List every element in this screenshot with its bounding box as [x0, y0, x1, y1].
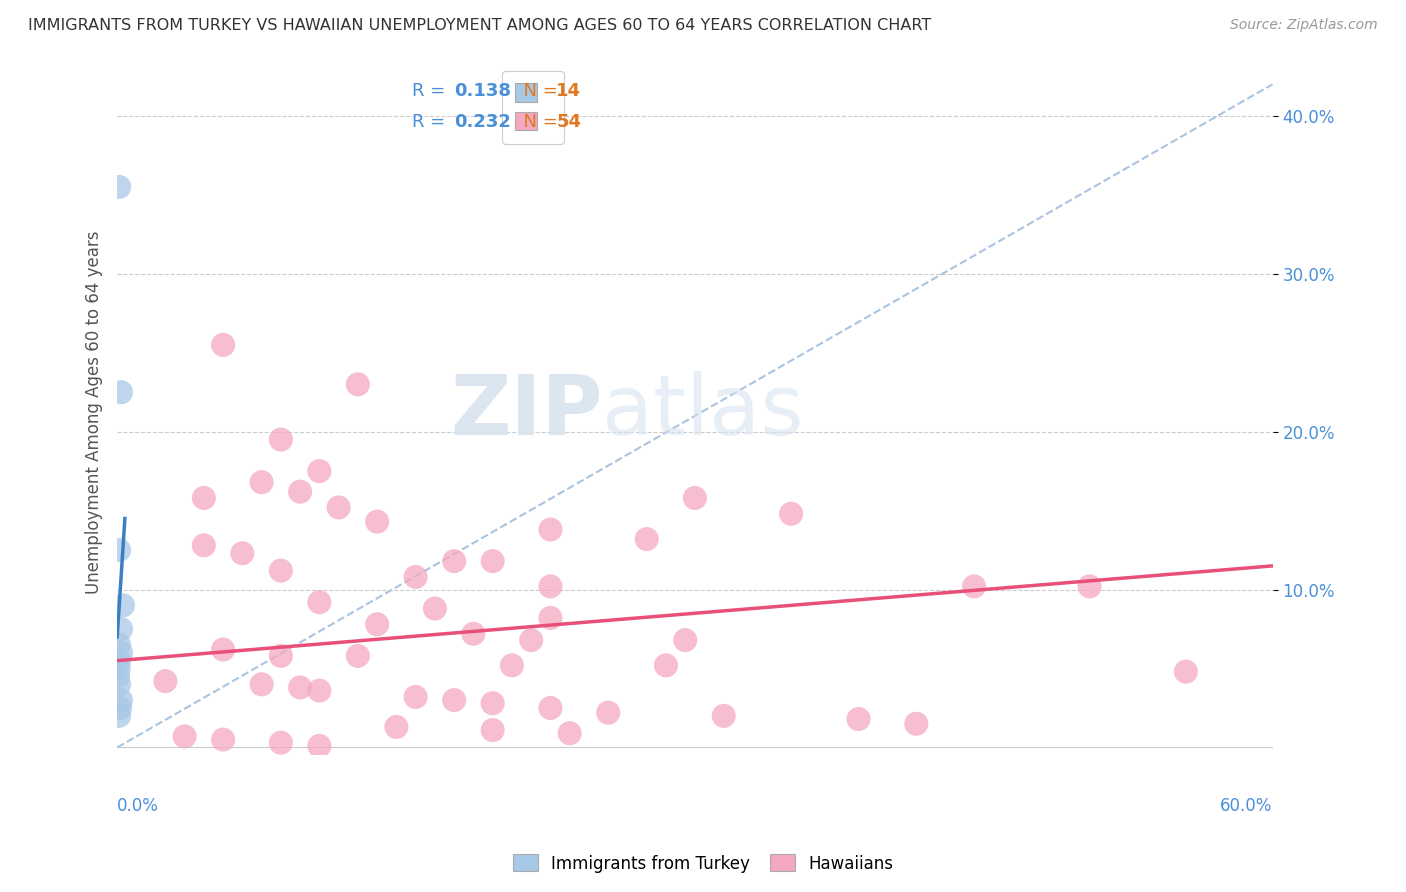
Text: R =: R =: [412, 113, 451, 131]
Point: [443, 554, 465, 568]
Point: [231, 546, 253, 560]
Point: [558, 726, 581, 740]
Point: [173, 730, 195, 744]
Text: 0.0%: 0.0%: [117, 797, 159, 814]
Y-axis label: Unemployment Among Ages 60 to 64 years: Unemployment Among Ages 60 to 64 years: [86, 230, 103, 594]
Text: 60.0%: 60.0%: [1220, 797, 1272, 814]
Point: [250, 475, 273, 490]
Point: [501, 658, 523, 673]
Point: [270, 736, 292, 750]
Point: [155, 674, 177, 689]
Point: [328, 500, 350, 515]
Text: atlas: atlas: [602, 371, 804, 452]
Text: 54: 54: [557, 113, 581, 131]
Point: [905, 716, 928, 731]
Point: [1078, 579, 1101, 593]
Text: Source: ZipAtlas.com: Source: ZipAtlas.com: [1230, 18, 1378, 32]
Point: [110, 646, 132, 660]
Point: [308, 739, 330, 753]
Point: [270, 648, 292, 663]
Point: [107, 661, 129, 675]
Text: 14: 14: [557, 82, 581, 100]
Point: [538, 701, 561, 715]
Text: N =: N =: [512, 113, 564, 131]
Point: [780, 507, 803, 521]
Point: [385, 720, 408, 734]
Point: [108, 701, 131, 715]
Point: [108, 709, 131, 723]
Point: [443, 693, 465, 707]
Point: [963, 579, 986, 593]
Point: [405, 570, 427, 584]
Point: [481, 723, 503, 737]
Text: N =: N =: [512, 82, 564, 100]
Point: [1174, 665, 1197, 679]
Point: [423, 601, 446, 615]
Point: [212, 642, 235, 657]
Text: R =: R =: [412, 82, 451, 100]
Point: [288, 681, 311, 695]
Point: [538, 523, 561, 537]
Legend: , : ,: [502, 70, 564, 144]
Point: [108, 638, 131, 652]
Point: [108, 543, 131, 558]
Point: [366, 617, 388, 632]
Point: [110, 622, 132, 636]
Point: [655, 658, 678, 673]
Point: [598, 706, 620, 720]
Point: [110, 385, 132, 400]
Point: [288, 484, 311, 499]
Point: [463, 627, 485, 641]
Point: [107, 669, 129, 683]
Point: [308, 595, 330, 609]
Point: [538, 611, 561, 625]
Point: [683, 491, 706, 505]
Point: [212, 338, 235, 352]
Point: [848, 712, 870, 726]
Point: [212, 732, 235, 747]
Point: [405, 690, 427, 704]
Point: [366, 515, 388, 529]
Point: [538, 579, 561, 593]
Point: [713, 709, 735, 723]
Point: [673, 633, 696, 648]
Point: [193, 491, 215, 505]
Point: [347, 648, 370, 663]
Point: [308, 464, 330, 478]
Point: [111, 599, 134, 613]
Legend: Immigrants from Turkey, Hawaiians: Immigrants from Turkey, Hawaiians: [506, 847, 900, 880]
Point: [250, 677, 273, 691]
Text: IMMIGRANTS FROM TURKEY VS HAWAIIAN UNEMPLOYMENT AMONG AGES 60 TO 64 YEARS CORREL: IMMIGRANTS FROM TURKEY VS HAWAIIAN UNEMP…: [28, 18, 931, 33]
Text: 0.138: 0.138: [454, 82, 512, 100]
Point: [108, 180, 131, 194]
Point: [193, 538, 215, 552]
Point: [481, 696, 503, 710]
Point: [110, 693, 132, 707]
Point: [108, 677, 131, 691]
Point: [308, 683, 330, 698]
Point: [270, 433, 292, 447]
Point: [636, 532, 658, 546]
Text: ZIP: ZIP: [450, 371, 602, 452]
Point: [520, 633, 543, 648]
Point: [108, 654, 131, 668]
Point: [270, 564, 292, 578]
Point: [347, 377, 370, 392]
Point: [481, 554, 503, 568]
Text: 0.232: 0.232: [454, 113, 512, 131]
